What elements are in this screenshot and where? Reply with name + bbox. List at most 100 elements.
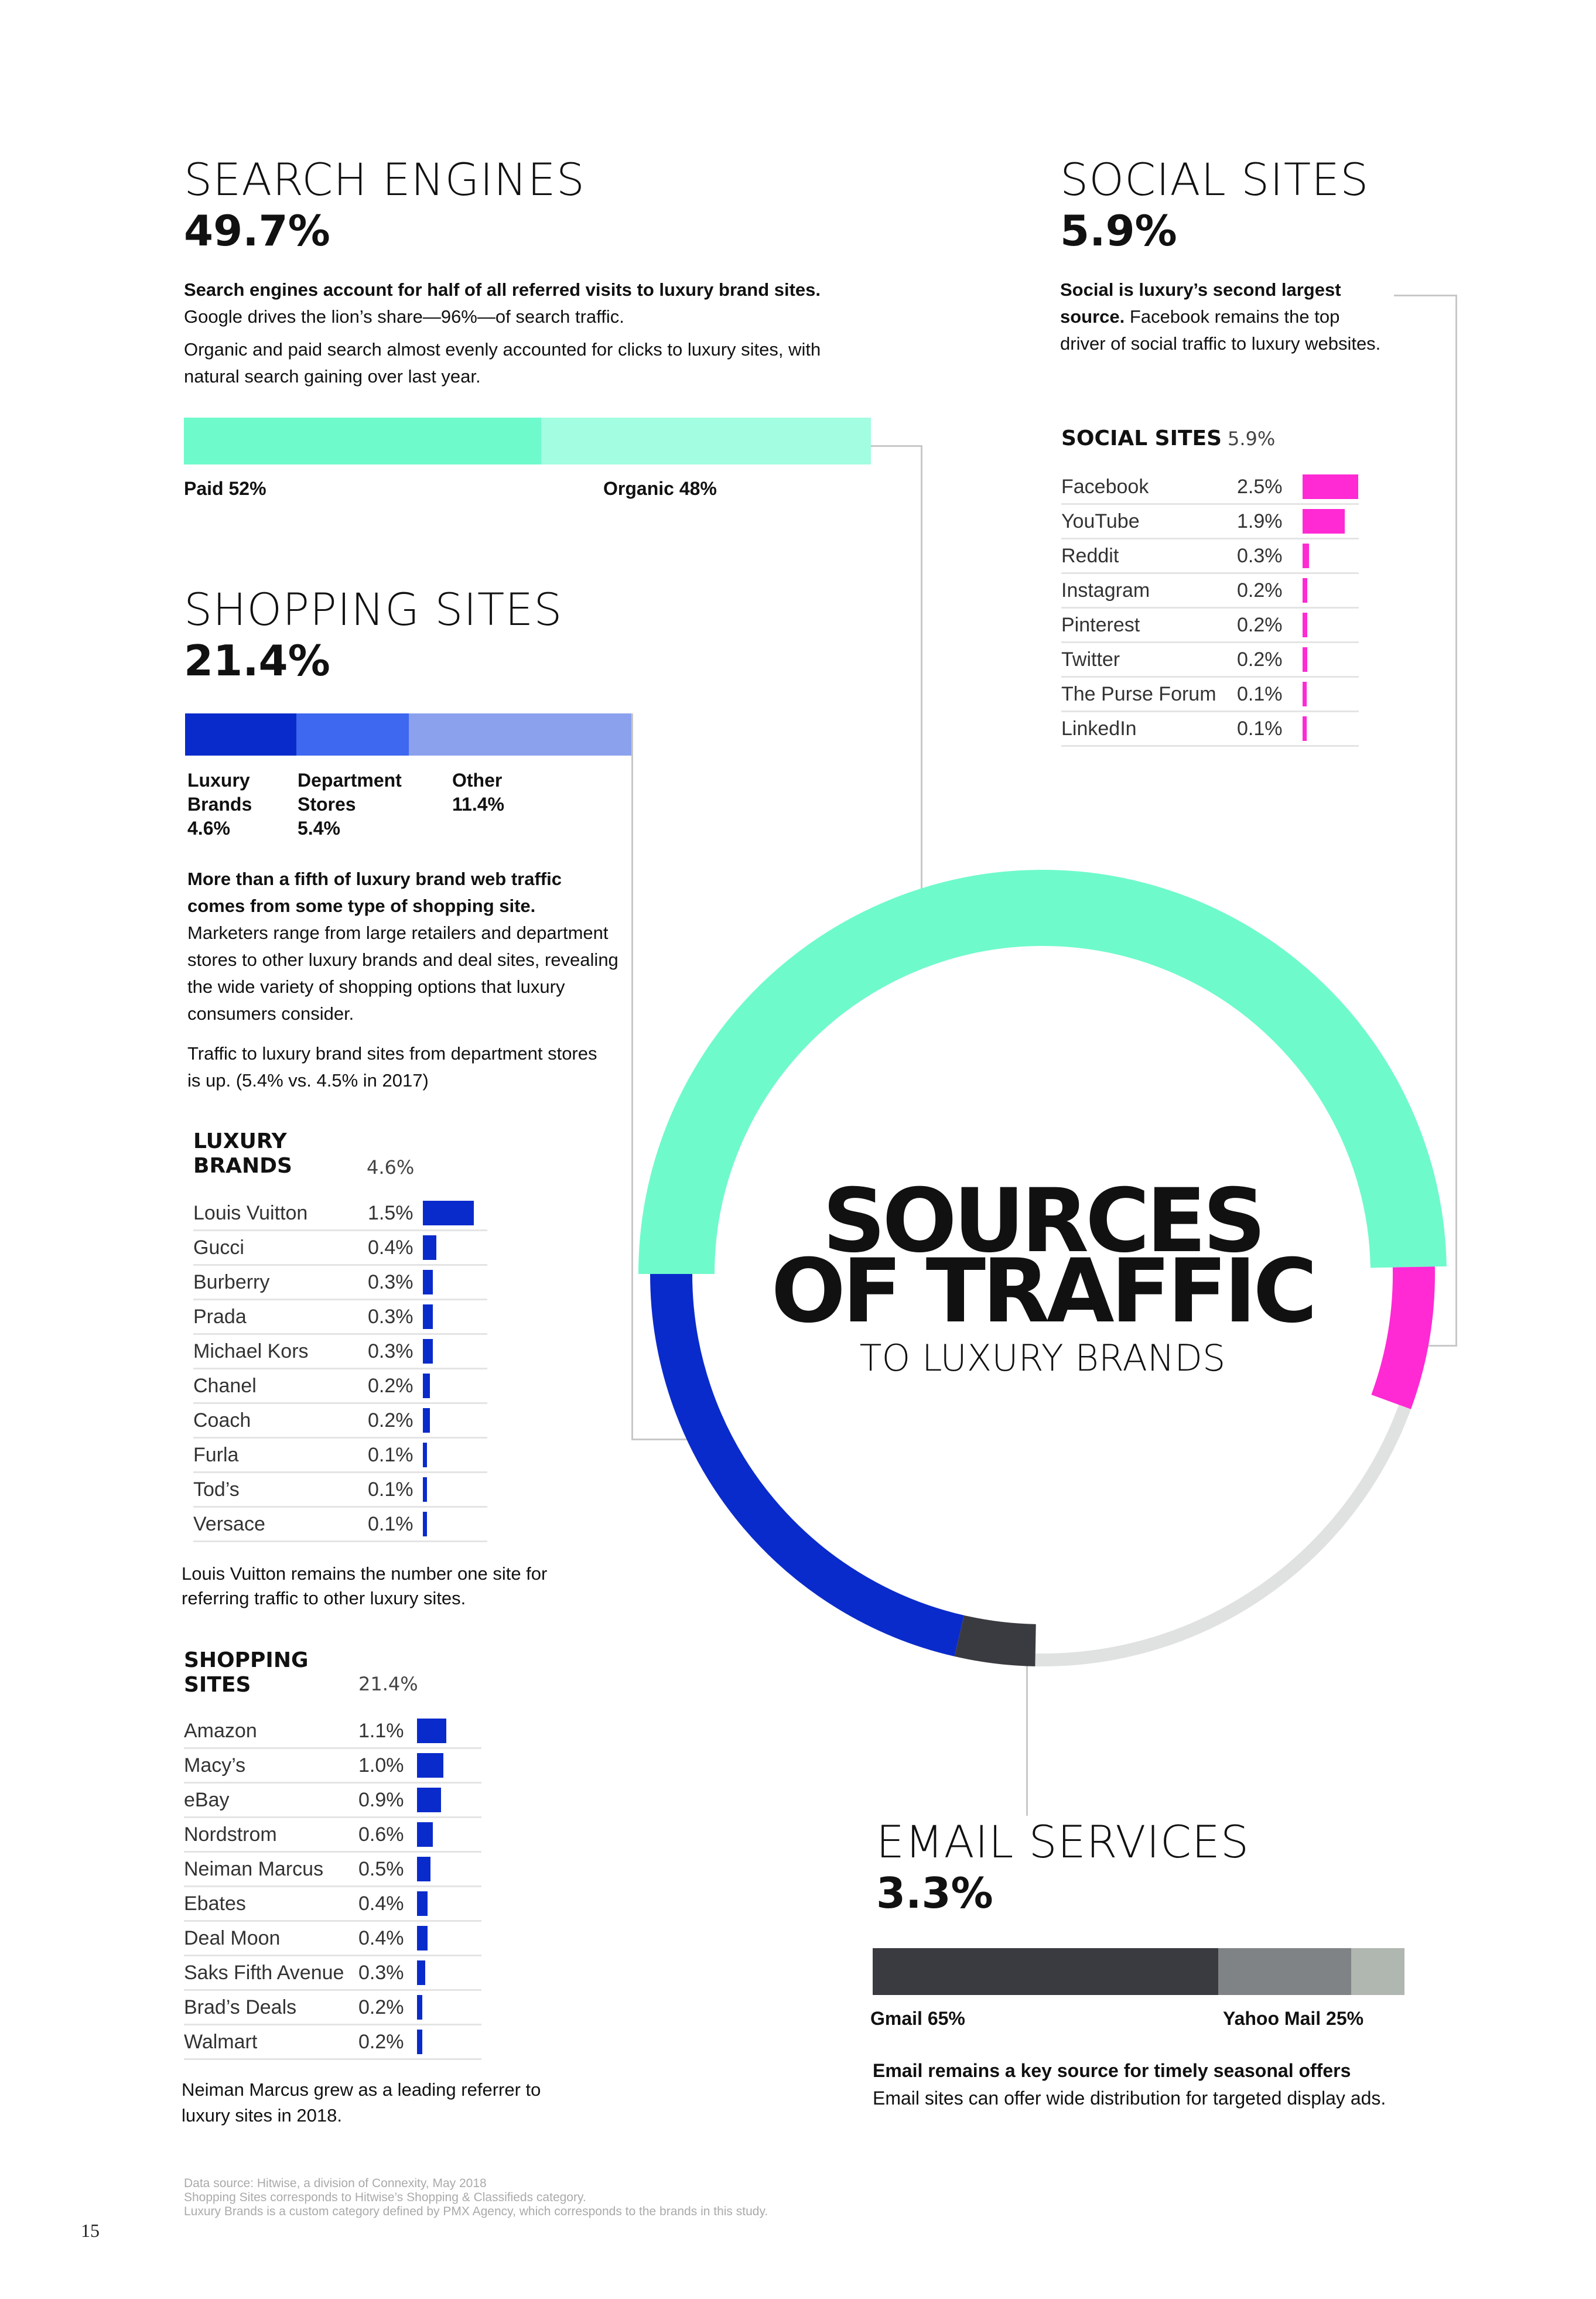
social-row-bar [1303,474,1358,499]
donut-slice-shopping [650,1273,964,1656]
social-paragraph-bold: Social is luxury’s second largest source… [1060,279,1341,327]
social-row-value: 1.9% [1237,510,1283,532]
donut-slice-email [954,1615,1037,1666]
shopping-site-row-name: Nordstrom [184,1823,277,1846]
social-row-name: Facebook [1061,476,1149,498]
footer-line-2: Shopping Sites corresponds to Hitwise’s … [184,2191,586,2204]
email-paragraph-bold: Email remains a key source for timely se… [873,2060,1351,2081]
email-paragraph: Email remains a key source for timely se… [873,2057,1458,2112]
search-bar-paid [184,418,541,464]
social-row: Pinterest 0.2% [1061,607,1359,643]
luxury-row: Prada 0.3% [193,1299,487,1335]
luxury-row-name: Tod’s [193,1478,240,1501]
luxury-row: Coach 0.2% [193,1402,487,1439]
shopping-site-row-name: Deal Moon [184,1927,281,1949]
search-paragraph-1-bold: Search engines account for half of all r… [184,279,821,300]
luxury-table-head: LUXURY BRANDS [193,1129,292,1178]
shopping-site-row: Macy’s 1.0% [184,1747,481,1784]
shopping-site-row: Nordstrom 0.6% [184,1816,481,1853]
search-organic-label: Organic 48% [603,478,717,499]
luxury-row-value: 0.2% [368,1409,413,1432]
shopping-paragraph-1-rest: Marketers range from large retailers and… [187,923,618,1024]
social-row: Twitter 0.2% [1061,641,1359,678]
social-row-bar [1303,647,1307,672]
social-row-value: 0.2% [1237,614,1283,636]
luxury-row-bar [423,1477,427,1502]
social-row-bar [1303,682,1307,706]
shopping-site-row-bar [417,1822,433,1847]
shopping-site-row-bar [417,2030,422,2054]
shopping-site-row-name: eBay [184,1789,230,1811]
shopping-seg1-label: Luxury Brands 4.6% [187,770,252,839]
shopping-site-row-bar [417,1891,428,1916]
luxury-row-name: Coach [193,1409,251,1432]
luxury-row: Furla 0.1% [193,1437,487,1473]
email-connector [1026,1634,1028,1816]
footer-source: Data source: Hitwise, a division of Conn… [184,2177,887,2219]
shopping-site-row: Amazon 1.1% [184,1713,481,1749]
luxury-row-bar [423,1201,474,1225]
shopping-site-row-bar [417,1788,441,1812]
luxury-row-value: 0.1% [368,1513,413,1535]
social-row-bar [1303,509,1345,534]
shopping-site-row-bar [417,1960,425,1985]
shopping-site-row: Brad’s Deals 0.2% [184,1989,481,2025]
luxury-row-name: Burberry [193,1271,270,1293]
shopping-table: Amazon 1.1% Macy’s 1.0% eBay 0.9% Nordstrom 0.6… [184,1713,481,2064]
shopping-bar-luxury [185,713,296,756]
social-row-value: 0.2% [1237,579,1283,602]
luxury-row: Louis Vuitton 1.5% [193,1195,487,1231]
luxury-row-name: Prada [193,1306,247,1328]
luxury-row-bar [423,1408,430,1433]
email-yahoo-label: Yahoo Mail 25% [1223,2008,1364,2029]
shopping-site-row-name: Ebates [184,1893,246,1915]
social-row-value: 2.5% [1237,476,1283,498]
footer-line-3: Luxury Brands is a custom category defin… [184,2205,768,2218]
email-percent: 3.3% [876,1868,993,1918]
social-row-name: Twitter [1061,648,1120,671]
luxury-row: Michael Kors 0.3% [193,1333,487,1369]
shopping-site-row-bar [417,1719,446,1743]
social-row-value: 0.2% [1237,648,1283,671]
shopping-site-row: Deal Moon 0.4% [184,1920,481,1956]
shopping-site-row: eBay 0.9% [184,1782,481,1818]
social-row-name: Reddit [1061,545,1119,567]
luxury-row-value: 0.3% [368,1306,413,1328]
donut-slice-search [638,869,1447,1275]
social-row-bar [1303,613,1307,637]
shopping-paragraph-2: Traffic to luxury brand sites from depar… [187,1043,597,1091]
shopping-site-row-value: 1.1% [358,1720,404,1742]
search-paragraph-2: Organic and paid search almost evenly ac… [184,339,821,387]
luxury-row-value: 0.3% [368,1271,413,1293]
luxury-row-name: Versace [193,1513,265,1535]
luxury-row-value: 0.3% [368,1340,413,1362]
shopping-site-row: Saks Fifth Avenue 0.3% [184,1955,481,1991]
luxury-row-name: Louis Vuitton [193,1202,308,1224]
shopping-site-row-value: 1.0% [358,1754,404,1777]
shopping-site-row-bar [417,1926,428,1950]
luxury-row-name: Chanel [193,1375,257,1397]
luxury-row: Versace 0.1% [193,1506,487,1542]
shopping-site-row-value: 0.4% [358,1927,404,1949]
social-row: YouTube 1.9% [1061,503,1359,539]
shopping-site-row: Walmart 0.2% [184,2024,481,2060]
email-paragraph-rest: Email sites can offer wide distribution … [873,2088,1386,2109]
luxury-row-bar [423,1374,430,1398]
luxury-row-bar [423,1512,427,1536]
shopping-paragraph-1-bold: More than a fifth of luxury brand web tr… [187,869,562,916]
traffic-sources-donut [638,869,1447,1666]
shopping-site-row-value: 0.9% [358,1789,404,1811]
shopping-table-head: SHOPPING SITES [184,1648,309,1697]
search-bar-organic [541,418,871,464]
shopping-paragraph-1: More than a fifth of luxury brand web tr… [187,866,621,1027]
search-title: SEARCH ENGINES [184,153,585,206]
luxury-table-note: Louis Vuitton remains the number one sit… [182,1563,548,1608]
shopping-seg3-label: Other 11.4% [452,770,504,815]
search-percent: 49.7% [184,206,330,255]
page-number: 15 [81,2220,100,2241]
luxury-row-value: 0.1% [368,1478,413,1501]
email-bar-other [1351,1948,1404,1995]
social-row-bar [1303,578,1307,603]
social-row: Reddit 0.3% [1061,538,1359,574]
shopping-connector [631,713,703,1440]
